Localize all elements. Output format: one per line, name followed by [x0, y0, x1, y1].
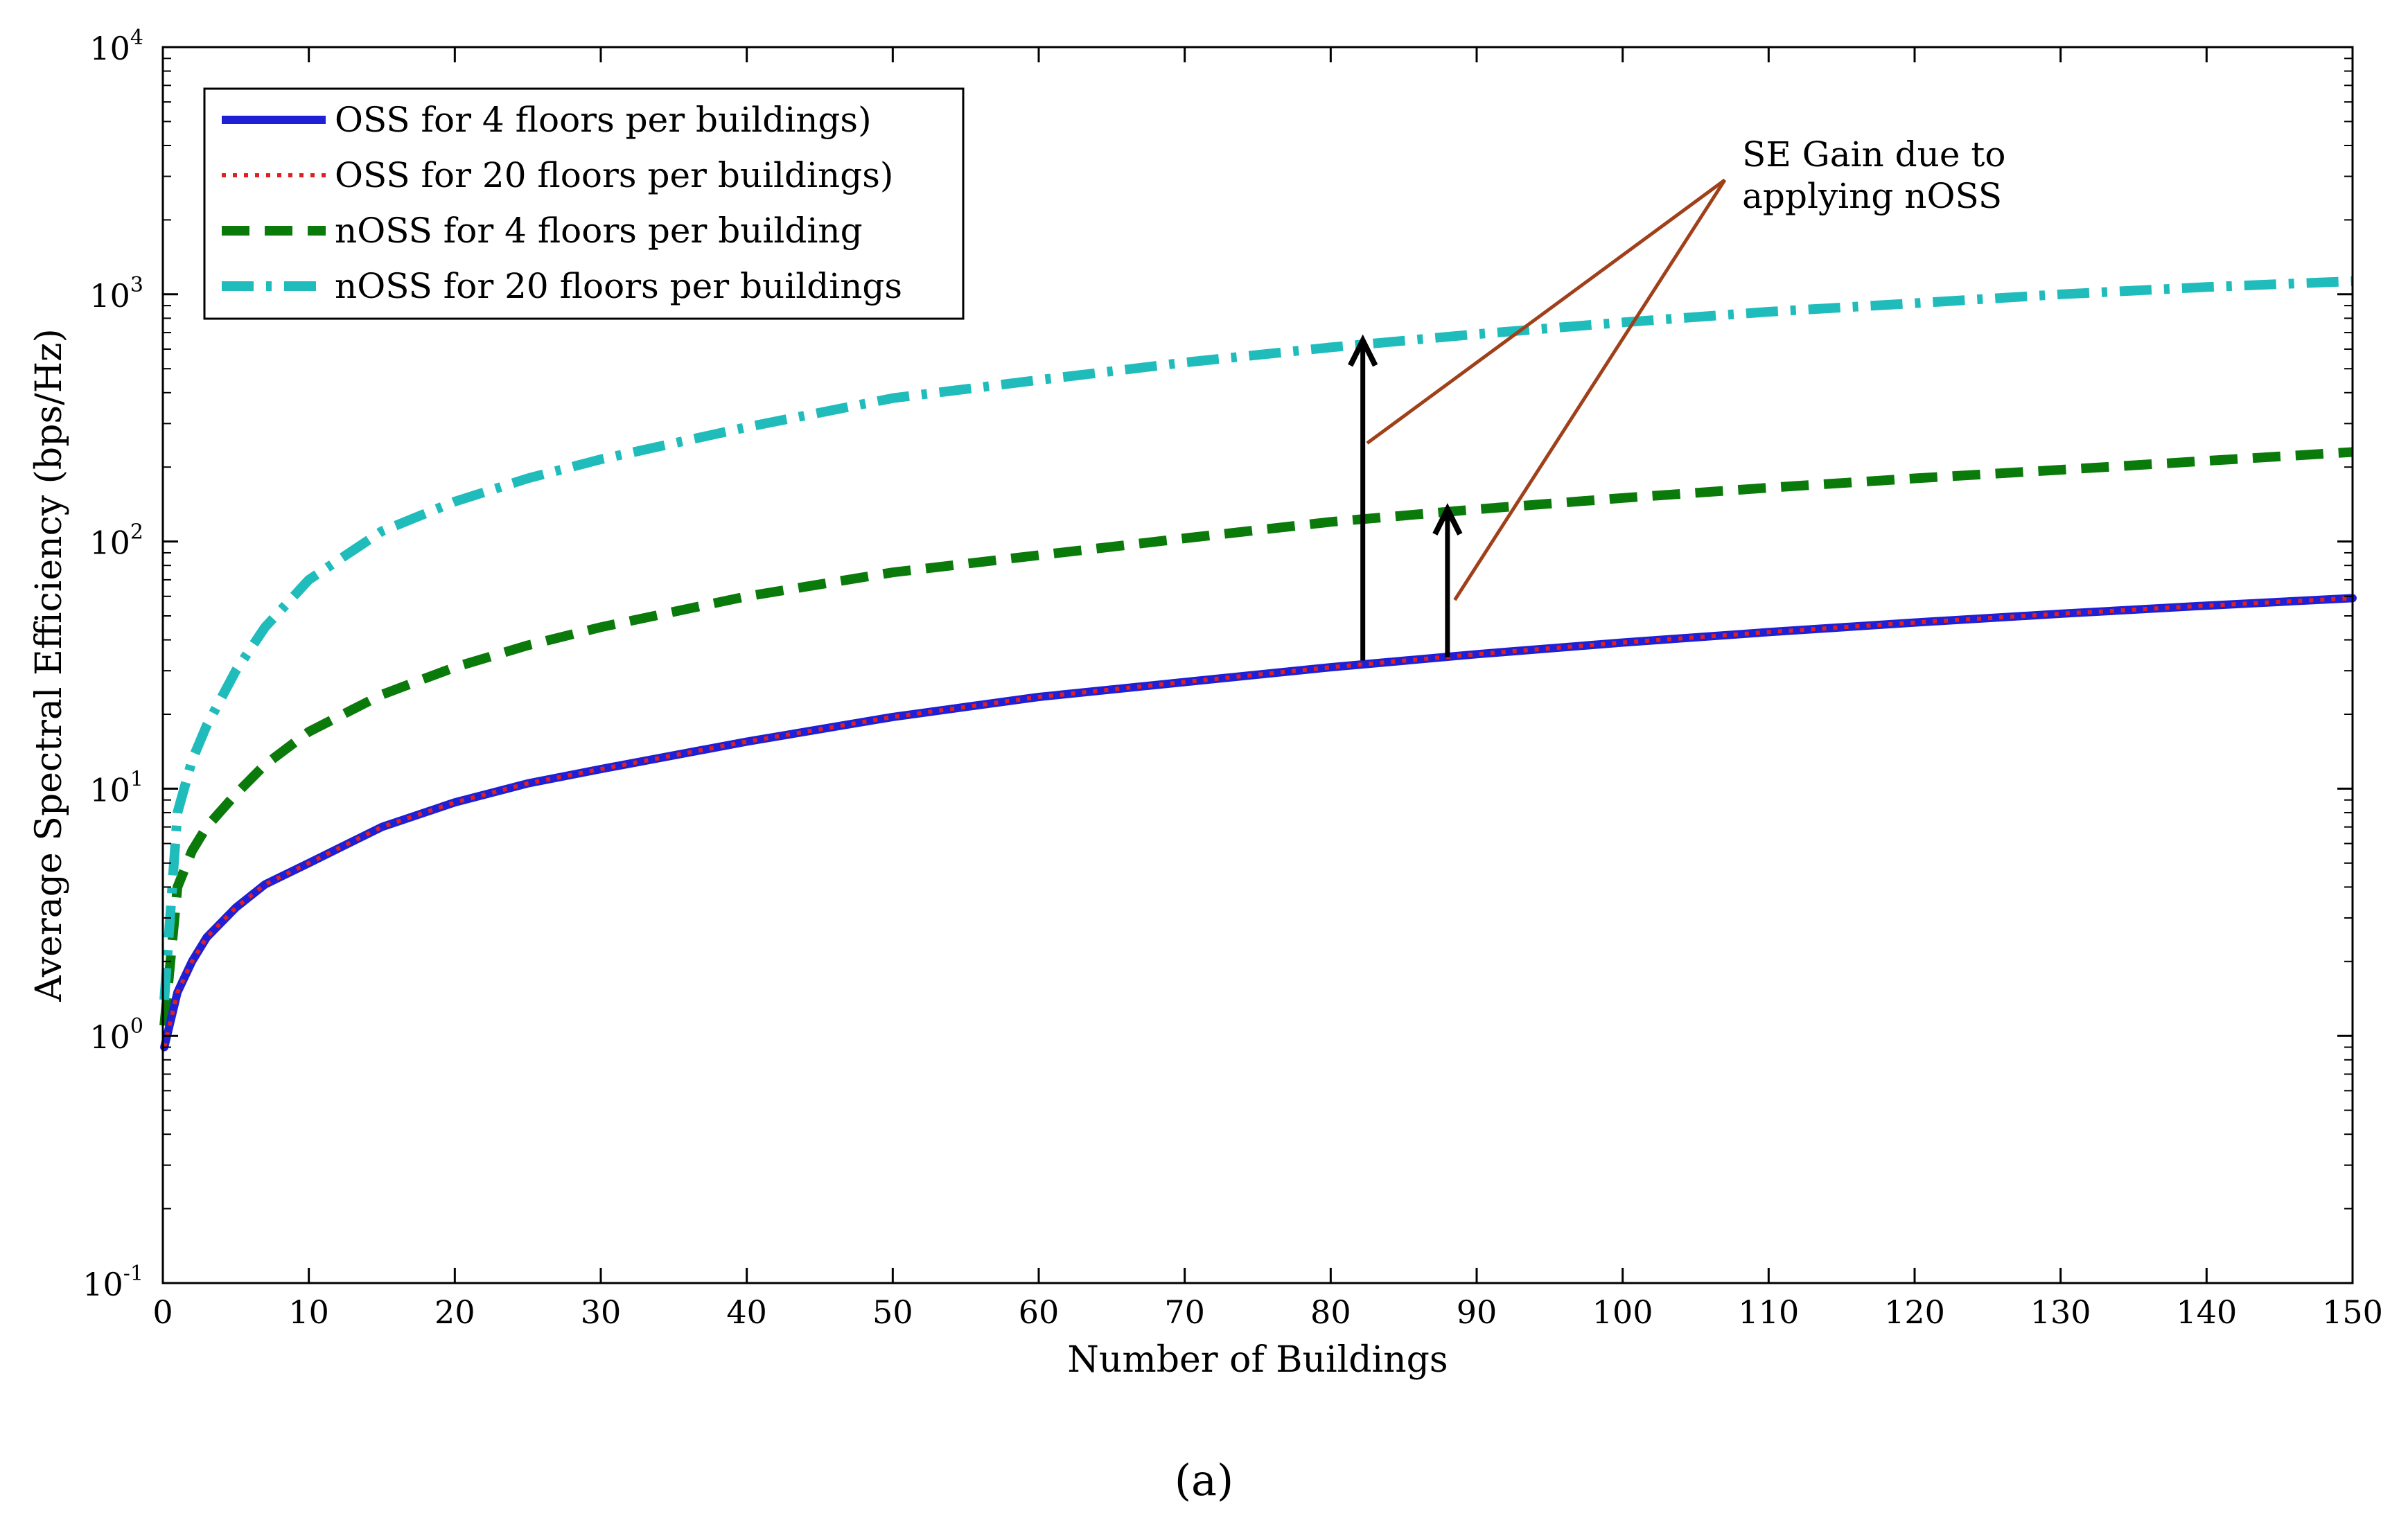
axis-ticks: 0 10 20 30 40 50 60 70 80 90 100 110 120 130 140 150 10-… — [82, 26, 2383, 1331]
x-tick-label: 20 — [434, 1293, 475, 1331]
x-tick-label: 30 — [581, 1293, 622, 1331]
x-tick-label: 130 — [2030, 1293, 2091, 1331]
annotation-pointer-line — [1366, 178, 1726, 445]
annotation-pointer-line — [1453, 179, 1727, 601]
x-tick-label: 40 — [726, 1293, 767, 1331]
legend-entry-2: nOSS for 4 floors per building — [335, 211, 863, 251]
series-line-1 — [162, 596, 2353, 1048]
legend-entry-0: OSS for 4 floors per buildings) — [335, 100, 872, 140]
series-line-2 — [159, 447, 2353, 1027]
x-tick-label: 10 — [288, 1293, 329, 1331]
plot-layer — [159, 276, 2357, 1052]
y-tick-label: 103 — [89, 273, 143, 315]
y-tick-label: 101 — [89, 767, 143, 808]
annotation-text: SE Gain due to — [1742, 134, 2005, 175]
series-line-3 — [159, 276, 2353, 1000]
x-tick-label: 110 — [1738, 1293, 1799, 1331]
legend-entry-3: nOSS for 20 floors per buildings — [335, 266, 902, 306]
y-tick-label: 100 — [89, 1014, 143, 1056]
x-tick-label: 120 — [1884, 1293, 1945, 1331]
plot-area-frame — [161, 46, 2354, 1284]
x-tick-label: 80 — [1310, 1293, 1351, 1331]
x-tick-label: 70 — [1164, 1293, 1205, 1331]
gain-arrow-head — [1348, 334, 1378, 367]
x-tick-label: 60 — [1019, 1293, 1060, 1331]
legend: OSS for 4 floors per buildings) OSS for 2… — [203, 87, 965, 320]
y-tick-label: 104 — [89, 26, 143, 67]
gain-arrow-head — [1432, 503, 1463, 536]
y-axis-label: Average Spectral Efficiency (bps/Hz) — [28, 328, 70, 1002]
y-tick-label: 102 — [89, 520, 143, 562]
x-tick-label: 100 — [1592, 1293, 1653, 1331]
x-tick-label: 150 — [2322, 1293, 2383, 1331]
x-tick-label: 90 — [1457, 1293, 1497, 1331]
series-line-0 — [160, 594, 2357, 1052]
legend-box — [203, 87, 965, 320]
annotation-text: applying nOSS — [1742, 176, 2002, 216]
x-tick-label: 50 — [872, 1293, 913, 1331]
x-tick-label: 0 — [152, 1293, 173, 1331]
legend-entry-1: OSS for 20 floors per buildings) — [335, 155, 893, 195]
x-axis-label: Number of Buildings — [1067, 1339, 1448, 1381]
figure-caption: (a) — [1174, 1455, 1234, 1505]
y-tick-label: 10-1 — [82, 1262, 143, 1303]
x-tick-label: 140 — [2176, 1293, 2237, 1331]
